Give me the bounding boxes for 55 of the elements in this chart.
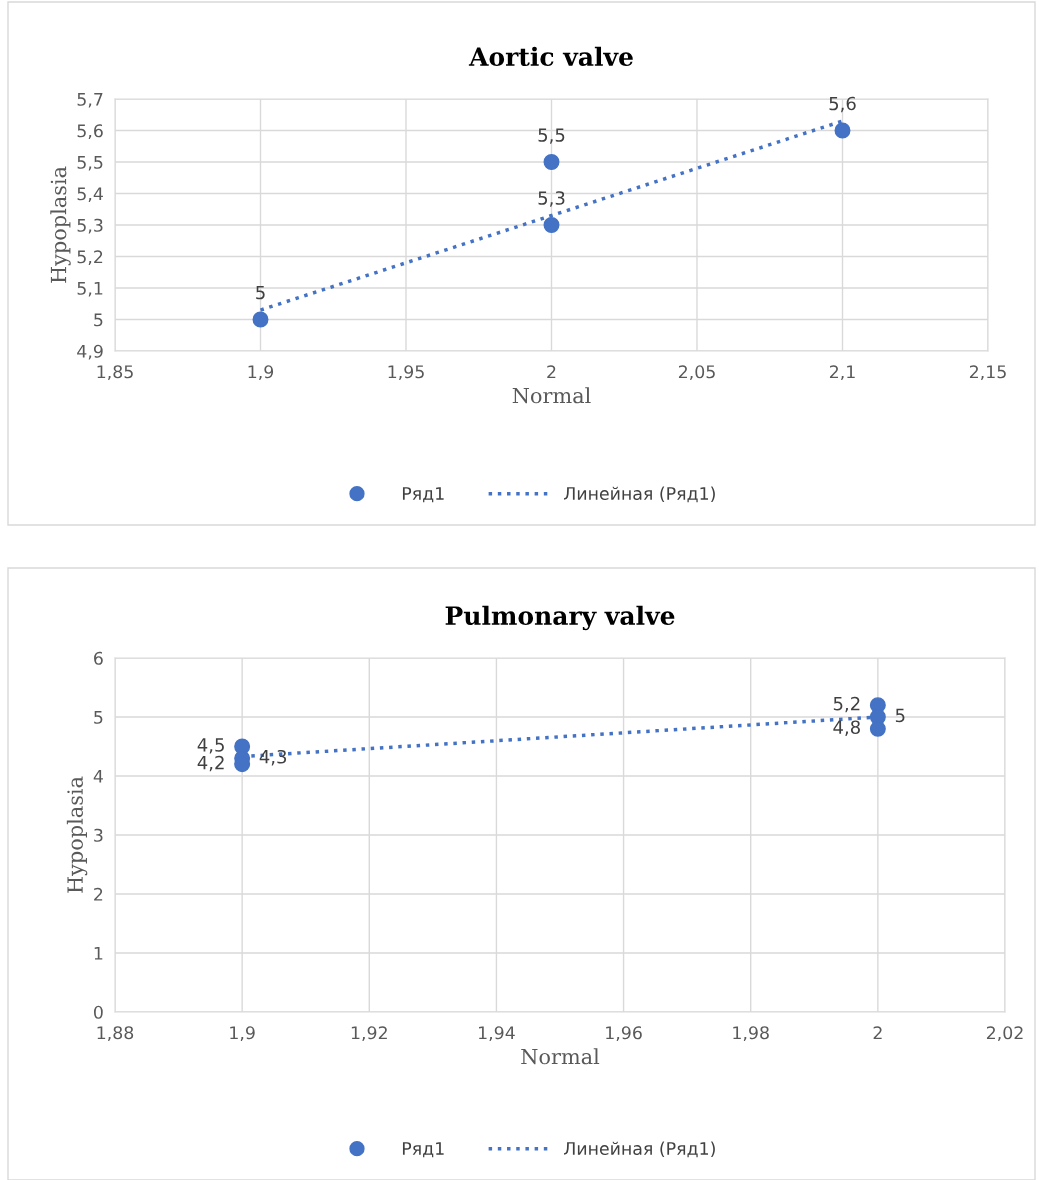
y-tick-label: 5,6 [77, 124, 103, 140]
data-label: 4,8 [833, 720, 860, 736]
legend-label: Линейная (Ряд1) [563, 1141, 715, 1158]
y-tick-label: 1 [94, 946, 103, 960]
y-tick-label: 4 [93, 769, 103, 783]
data-label: 5 [895, 708, 905, 723]
y-tick-label: 0 [93, 1005, 103, 1019]
point [834, 122, 851, 139]
x-axis-title: Normal [521, 1048, 600, 1065]
x-tick-label: 2 [873, 1026, 882, 1040]
legend-label: Ряд1 [402, 1142, 444, 1158]
point [543, 154, 560, 170]
data-label: 5,2 [833, 696, 860, 713]
x-tick-label: 1,9 [230, 1026, 255, 1042]
data-label: 4,3 [259, 749, 287, 766]
y-tick-label: 5,5 [77, 155, 103, 171]
y-tick-label: 6 [94, 651, 103, 665]
y-tick-label: 3 [94, 828, 103, 842]
y-tick-label: 5 [94, 710, 103, 724]
y-tick-label: 5,3 [77, 218, 103, 234]
x-tick-label: 2,02 [986, 1026, 1023, 1042]
y-tick-label: 5,7 [77, 92, 103, 108]
data-label: 5,5 [538, 128, 565, 144]
y-tick-label: 5,1 [77, 281, 103, 297]
data-label: 4,2 [197, 755, 224, 772]
legend-label: Ряд1 [402, 487, 444, 503]
x-tick-label: 1,9 [248, 365, 274, 381]
x-axis-title: Normal [512, 387, 591, 404]
point [543, 217, 560, 233]
data-label: 5,3 [538, 191, 565, 207]
data-label: 4,5 [197, 738, 224, 754]
legend-label: Линейная (Ряд1) [563, 486, 715, 503]
y-axis-title: Hypoplasia [66, 776, 88, 893]
x-tick-label: 2,05 [678, 365, 715, 381]
x-tick-label: 1,94 [479, 1026, 515, 1042]
x-tick-label: 1,98 [733, 1026, 769, 1042]
y-tick-label: 5,4 [77, 187, 103, 203]
y-tick-label: 4,9 [77, 344, 103, 360]
x-tick-label: 1,88 [97, 1026, 134, 1042]
y-axis-title: Hypoplasia [50, 166, 71, 283]
y-tick-label: 5 [94, 313, 103, 327]
x-tick-label: 2,1 [829, 365, 855, 381]
data-label: 5 [256, 285, 265, 300]
x-tick-label: 1,85 [97, 365, 133, 381]
x-tick-label: 2,15 [969, 365, 1006, 381]
y-tick-label: 2 [94, 887, 103, 901]
x-tick-label: 2 [547, 365, 556, 379]
point [252, 311, 269, 328]
data-label: 5,6 [829, 96, 856, 113]
x-tick-label: 1,92 [351, 1026, 387, 1042]
x-tick-label: 1,95 [388, 365, 424, 381]
chart-title: Pulmonary valve [445, 605, 675, 631]
y-tick-label: 5,2 [77, 250, 103, 266]
chart-title: Aortic valve [468, 46, 633, 67]
x-tick-label: 1,96 [606, 1026, 642, 1042]
